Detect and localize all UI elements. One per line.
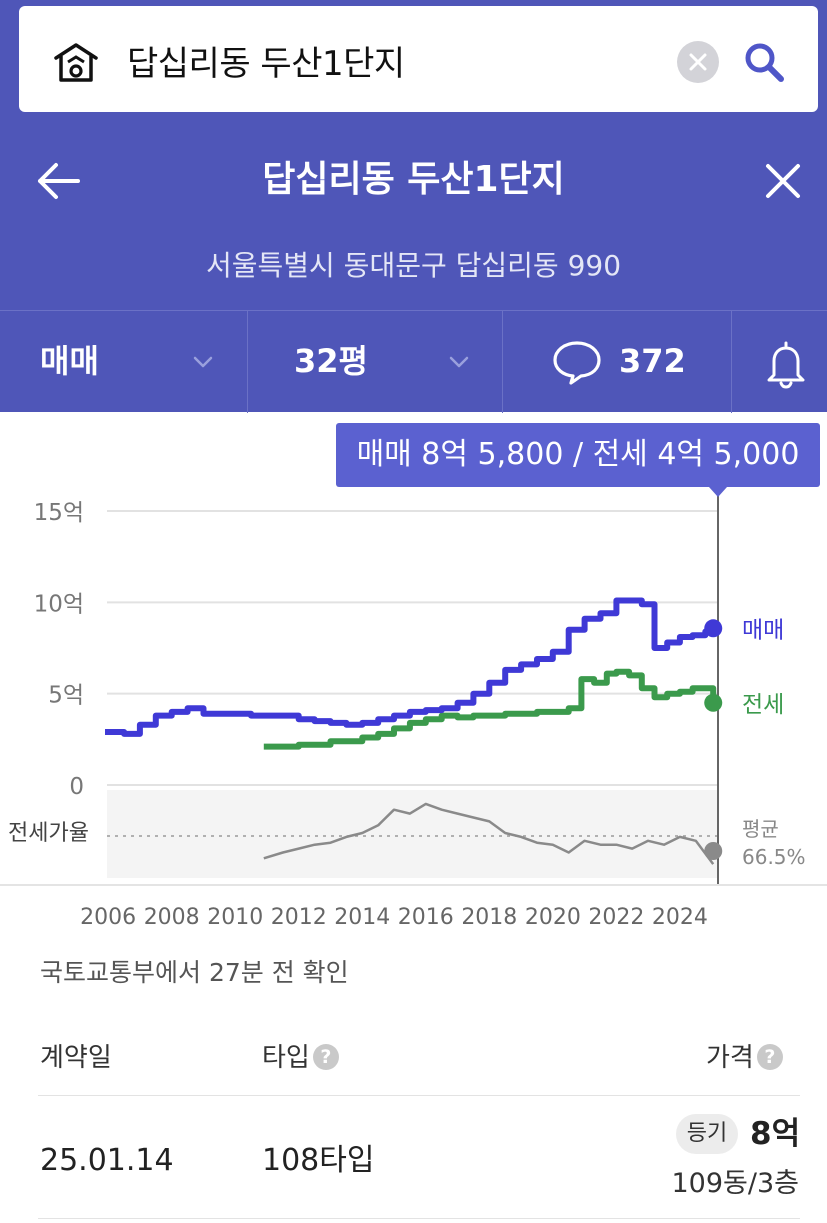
y-tick-label: 15억 <box>34 500 84 526</box>
deal-type-label: 매매 <box>40 342 99 380</box>
ratio-line <box>263 802 715 865</box>
search-bar[interactable]: 답십리동 두산1단지 <box>19 6 818 112</box>
divider <box>38 1095 800 1096</box>
chevron-down-icon <box>193 356 213 368</box>
jeonse-line <box>263 668 717 750</box>
x-tick-label: 2018 <box>461 905 517 930</box>
average-value: 66.5% <box>742 845 806 869</box>
notification-button[interactable] <box>732 311 827 413</box>
help-icon[interactable]: ? <box>756 1043 783 1070</box>
divider <box>38 1218 800 1219</box>
x-tick-label: 2012 <box>271 905 327 930</box>
unit-location: 109동/3층 <box>671 1168 800 1199</box>
x-tick-label: 2006 <box>80 905 136 930</box>
ratio-marker <box>704 842 723 860</box>
bell-icon <box>767 341 805 389</box>
x-tick-label: 2024 <box>652 905 708 930</box>
comments-button[interactable]: 372 <box>503 311 731 413</box>
back-arrow-icon[interactable] <box>36 160 82 202</box>
y-tick-label: 10억 <box>34 591 84 617</box>
close-icon[interactable] <box>762 160 804 202</box>
divider <box>731 311 732 413</box>
average-label: 평균 <box>742 817 779 841</box>
x-tick-label: 2020 <box>525 905 581 930</box>
search-input[interactable]: 답십리동 두산1단지 <box>127 44 405 84</box>
y-tick-label: 0 <box>69 774 84 800</box>
address: 서울특별시 동대문구 답십리동 990 <box>205 249 622 282</box>
chevron-down-icon <box>449 356 469 368</box>
size-label: 32평 <box>294 342 368 380</box>
speech-bubble-icon <box>553 341 601 385</box>
help-icon[interactable]: ? <box>312 1043 339 1070</box>
size-dropdown[interactable]: 32평 <box>248 311 502 413</box>
jeonse-marker <box>704 693 723 712</box>
sale-label: 매매 <box>742 617 784 643</box>
column-header-price-label: 가격 <box>706 1043 754 1073</box>
deal-type-dropdown[interactable]: 매매 <box>0 311 247 413</box>
last-updated-text: 국토교통부에서 27분 전 확인 <box>40 958 349 987</box>
x-tick-label: 2022 <box>588 905 644 930</box>
divider <box>247 311 248 413</box>
ratio-label: 전세가율 <box>8 821 89 846</box>
x-tick-label: 2016 <box>398 905 454 930</box>
registered-badge: 등기 <box>676 1114 738 1154</box>
comment-count: 372 <box>619 342 686 380</box>
apartment-home-icon <box>54 43 98 82</box>
sale-line <box>105 597 717 737</box>
tooltip-pointer <box>709 487 727 497</box>
contract-date: 25.01.14 <box>40 1143 174 1178</box>
column-header-date: 계약일 <box>40 1043 112 1073</box>
ratio-panel-background <box>107 790 718 878</box>
jeonse-label: 전세 <box>742 692 784 718</box>
column-header-type: 타입? <box>262 1040 339 1076</box>
clear-search-button[interactable] <box>677 41 719 83</box>
y-tick-label: 5억 <box>48 683 84 709</box>
filter-tabs: 매매 32평 372 <box>0 310 827 413</box>
x-tick-label: 2010 <box>207 905 263 930</box>
page-title: 답십리동 두산1단지 <box>262 159 565 200</box>
deal-price: 8억 <box>750 1116 801 1152</box>
search-icon[interactable] <box>741 39 787 85</box>
x-tick-label: 2014 <box>334 905 390 930</box>
unit-type: 108타입 <box>262 1143 375 1178</box>
header: 답십리동 두산1단지 답십리동 두산1단지 서울특별시 동대문구 답십리동 99… <box>0 0 827 413</box>
x-tick-label: 2008 <box>144 905 200 930</box>
close-icon <box>689 53 707 71</box>
sale-marker <box>704 619 723 638</box>
price-tooltip: 매매 8억 5,800 / 전세 4억 5,000 <box>336 423 820 487</box>
column-header-type-label: 타입 <box>262 1043 310 1073</box>
column-header-price: 가격? <box>706 1040 783 1076</box>
divider <box>502 311 503 413</box>
